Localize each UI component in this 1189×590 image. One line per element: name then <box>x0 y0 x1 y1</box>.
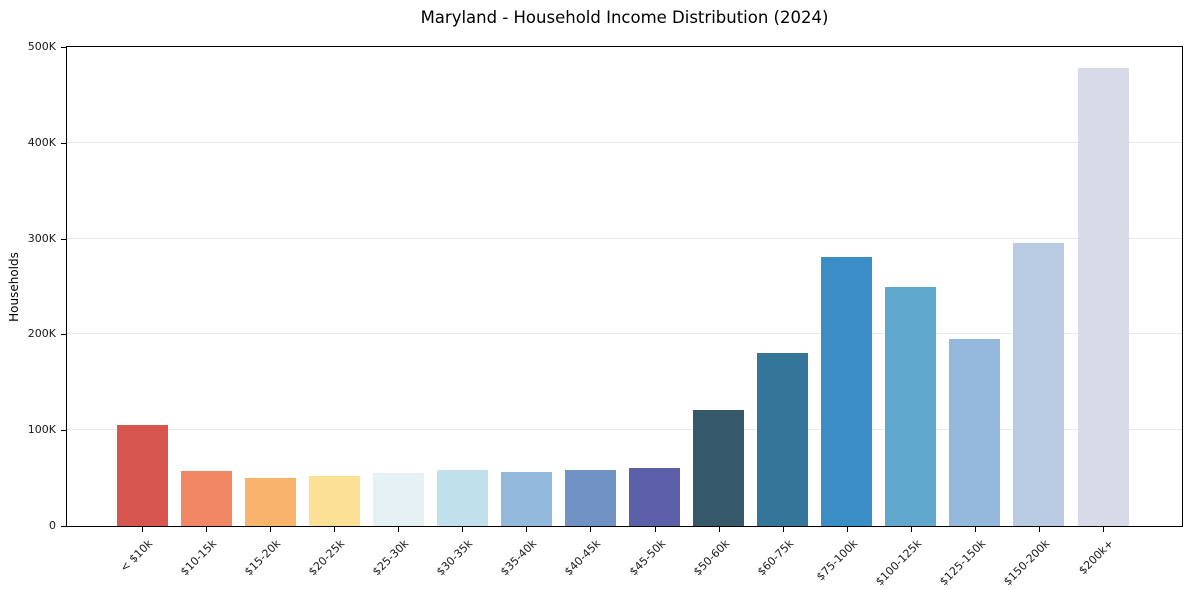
y-tick-mark <box>61 526 66 527</box>
x-tick-mark <box>526 527 528 532</box>
bar <box>372 473 424 526</box>
bar <box>180 471 232 526</box>
bar <box>1013 243 1065 526</box>
gridline <box>67 333 1182 335</box>
x-tick-mark <box>1103 527 1104 532</box>
x-tick-mark <box>782 527 784 532</box>
x-tick-mark <box>334 527 336 532</box>
y-tick-label: 300K <box>27 231 56 245</box>
x-tick-mark <box>462 527 464 532</box>
y-tick-mark <box>61 238 66 240</box>
x-tick-mark <box>590 527 592 532</box>
x-tick-mark <box>718 527 720 532</box>
y-tick-label: 0 <box>49 519 56 532</box>
x-tick-mark <box>846 527 848 532</box>
x-tick-mark <box>142 527 143 532</box>
bar <box>949 339 1001 526</box>
y-tick-mark <box>61 334 66 336</box>
x-tick-mark <box>974 527 976 532</box>
y-tick-label: 200K <box>27 327 56 341</box>
y-axis-label: Households <box>7 252 21 322</box>
bar <box>1077 68 1129 526</box>
gridline <box>67 429 1182 431</box>
bar <box>564 470 616 526</box>
bar <box>308 476 360 526</box>
x-tick-mark <box>910 527 912 532</box>
x-tick-mark <box>654 527 656 532</box>
bar <box>757 352 809 526</box>
gridline <box>67 237 1182 239</box>
y-tick-mark <box>61 47 66 48</box>
x-tick-mark <box>398 527 400 532</box>
bar <box>500 472 552 526</box>
gridline <box>67 141 1182 143</box>
bar <box>116 425 168 526</box>
bar <box>436 470 488 526</box>
y-tick-label: 400K <box>27 135 56 149</box>
x-tick-mark <box>206 527 208 532</box>
y-tick-mark <box>61 142 66 144</box>
bar <box>821 256 873 526</box>
plot-area <box>66 46 1183 527</box>
bar <box>629 467 681 526</box>
bar <box>693 410 745 526</box>
y-tick-label: 500K <box>27 40 56 53</box>
y-tick-label: 100K <box>27 423 56 437</box>
bar <box>885 286 937 526</box>
x-tick-mark <box>1038 527 1040 532</box>
bar <box>244 478 296 526</box>
x-tick-label: < $10k <box>117 537 156 575</box>
y-tick-mark <box>61 430 66 432</box>
chart-title: Maryland - Household Income Distribution… <box>420 8 829 27</box>
x-tick-mark <box>270 527 272 532</box>
